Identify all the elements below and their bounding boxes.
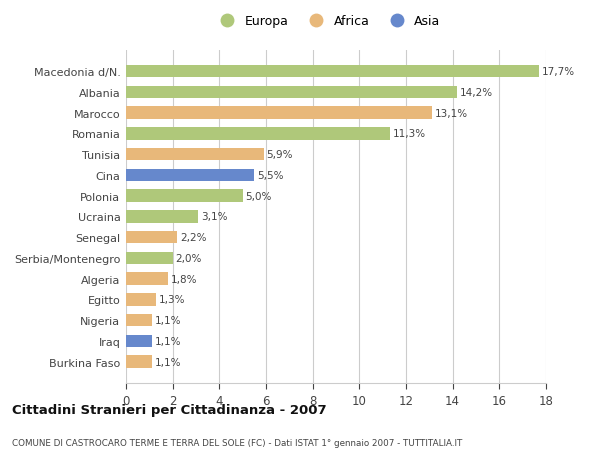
Bar [126,335,152,347]
Bar [126,86,457,99]
Bar [126,107,431,119]
Bar [126,356,152,368]
Text: 1,1%: 1,1% [154,357,181,367]
Bar [126,231,178,244]
Text: 1,8%: 1,8% [171,274,197,284]
Text: 1,3%: 1,3% [159,295,185,305]
Text: 17,7%: 17,7% [542,67,575,77]
Text: 5,5%: 5,5% [257,170,284,180]
Text: 2,2%: 2,2% [180,233,206,243]
Text: 13,1%: 13,1% [434,108,467,118]
Bar [126,211,199,223]
Text: 14,2%: 14,2% [460,88,493,98]
Bar [126,252,173,264]
Text: 2,0%: 2,0% [175,253,202,263]
Bar [126,128,389,140]
Text: COMUNE DI CASTROCARO TERME E TERRA DEL SOLE (FC) - Dati ISTAT 1° gennaio 2007 - : COMUNE DI CASTROCARO TERME E TERRA DEL S… [12,438,463,447]
Text: Cittadini Stranieri per Cittadinanza - 2007: Cittadini Stranieri per Cittadinanza - 2… [12,403,326,416]
Text: 1,1%: 1,1% [154,315,181,325]
Text: 5,0%: 5,0% [245,191,272,201]
Bar [126,66,539,78]
Text: 1,1%: 1,1% [154,336,181,346]
Bar [126,294,157,306]
Text: 11,3%: 11,3% [392,129,425,139]
Bar [126,273,168,285]
Text: 3,1%: 3,1% [201,212,227,222]
Bar [126,149,263,161]
Legend: Europa, Africa, Asia: Europa, Africa, Asia [209,10,446,33]
Bar [126,190,242,202]
Bar [126,169,254,182]
Bar [126,314,152,327]
Text: 5,9%: 5,9% [266,150,293,160]
